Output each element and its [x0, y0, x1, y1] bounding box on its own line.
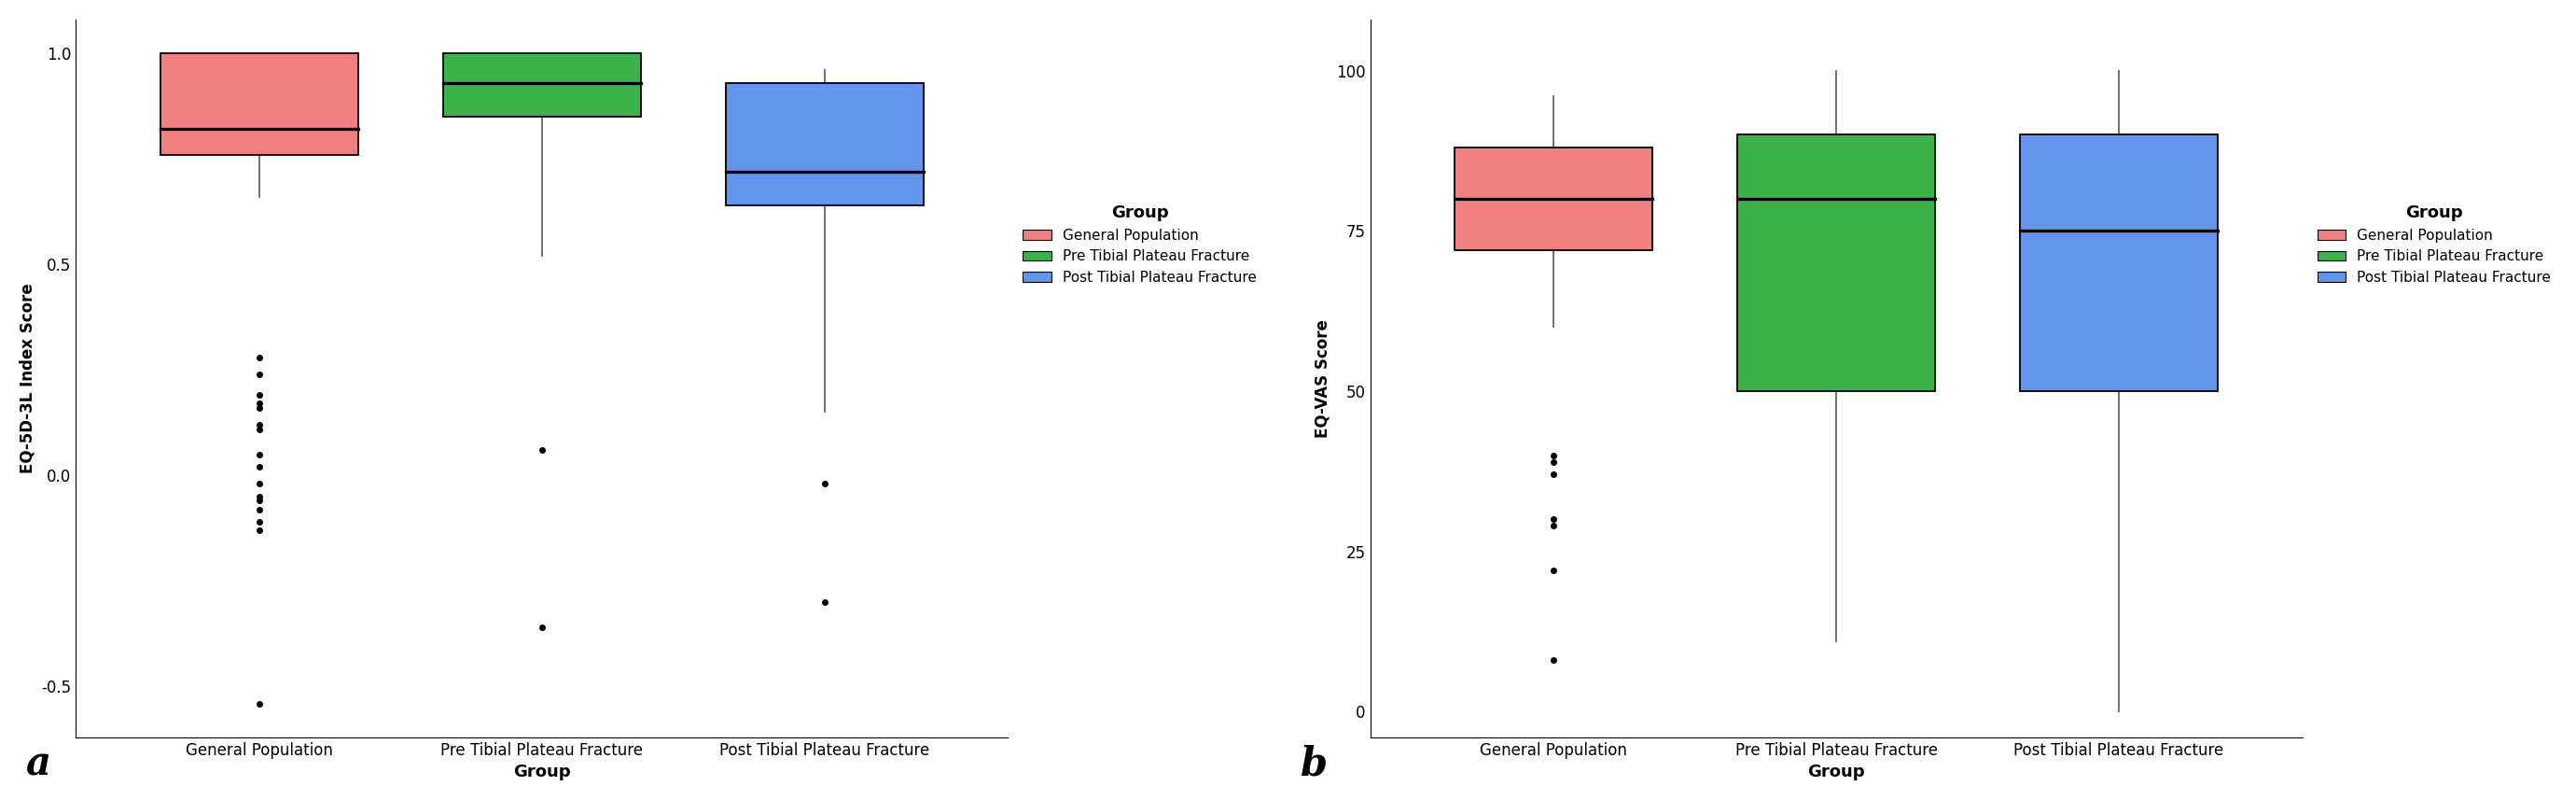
Legend: General Population, Pre Tibial Plateau Fracture, Post Tibial Plateau Fracture: General Population, Pre Tibial Plateau F…: [2311, 199, 2558, 290]
Bar: [443, 54, 641, 117]
Bar: [1736, 135, 1935, 391]
Text: a: a: [26, 745, 52, 784]
X-axis label: Group: Group: [513, 764, 572, 781]
Y-axis label: EQ-5D-3L Index Score: EQ-5D-3L Index Score: [21, 283, 36, 474]
Text: b: b: [1301, 745, 1329, 784]
Bar: [1455, 148, 1654, 250]
Bar: [2020, 135, 2218, 391]
Y-axis label: EQ-VAS Score: EQ-VAS Score: [1314, 319, 1332, 438]
Legend: General Population, Pre Tibial Plateau Fracture, Post Tibial Plateau Fracture: General Population, Pre Tibial Plateau F…: [1018, 199, 1262, 290]
Bar: [726, 82, 922, 206]
X-axis label: Group: Group: [1808, 764, 1865, 781]
Bar: [160, 54, 358, 154]
